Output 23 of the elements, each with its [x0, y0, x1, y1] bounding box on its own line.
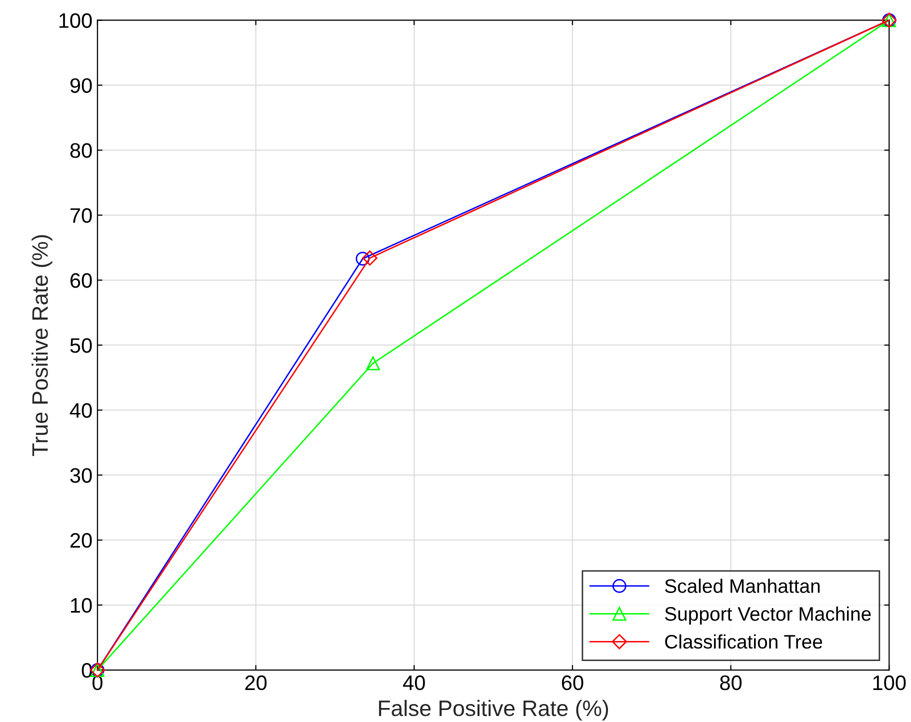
x-tick-label: 60: [562, 675, 584, 690]
point: [356, 252, 370, 266]
y-tick-label: 90: [70, 78, 92, 93]
y-tick-label: 70: [70, 208, 92, 223]
point: [362, 250, 378, 266]
x-tick-label: 100: [873, 675, 906, 690]
y-tick-label: 30: [70, 468, 92, 483]
y-tick-label: 40: [70, 403, 92, 418]
y-tick-label: 60: [70, 273, 92, 288]
point: [366, 356, 380, 370]
x-tick-label: 80: [720, 675, 742, 690]
x-axis-title: False Positive Rate (%): [379, 700, 608, 721]
legend-label: Support Vector Machine: [665, 606, 871, 625]
y-tick-label: 20: [70, 533, 92, 548]
y-tick-label: 100: [59, 13, 92, 28]
y-tick-label: 50: [70, 338, 92, 353]
y-axis-title: True Positive Rate (%): [32, 235, 52, 456]
y-tick-label: 10: [71, 598, 92, 613]
legend-label: Classification Tree: [665, 634, 822, 649]
y-tick-label: 80: [70, 143, 92, 158]
x-tick-label: 40: [403, 675, 425, 690]
legend-label: Scaled Manhattan: [665, 578, 820, 593]
x-tick-label: 20: [245, 675, 267, 690]
